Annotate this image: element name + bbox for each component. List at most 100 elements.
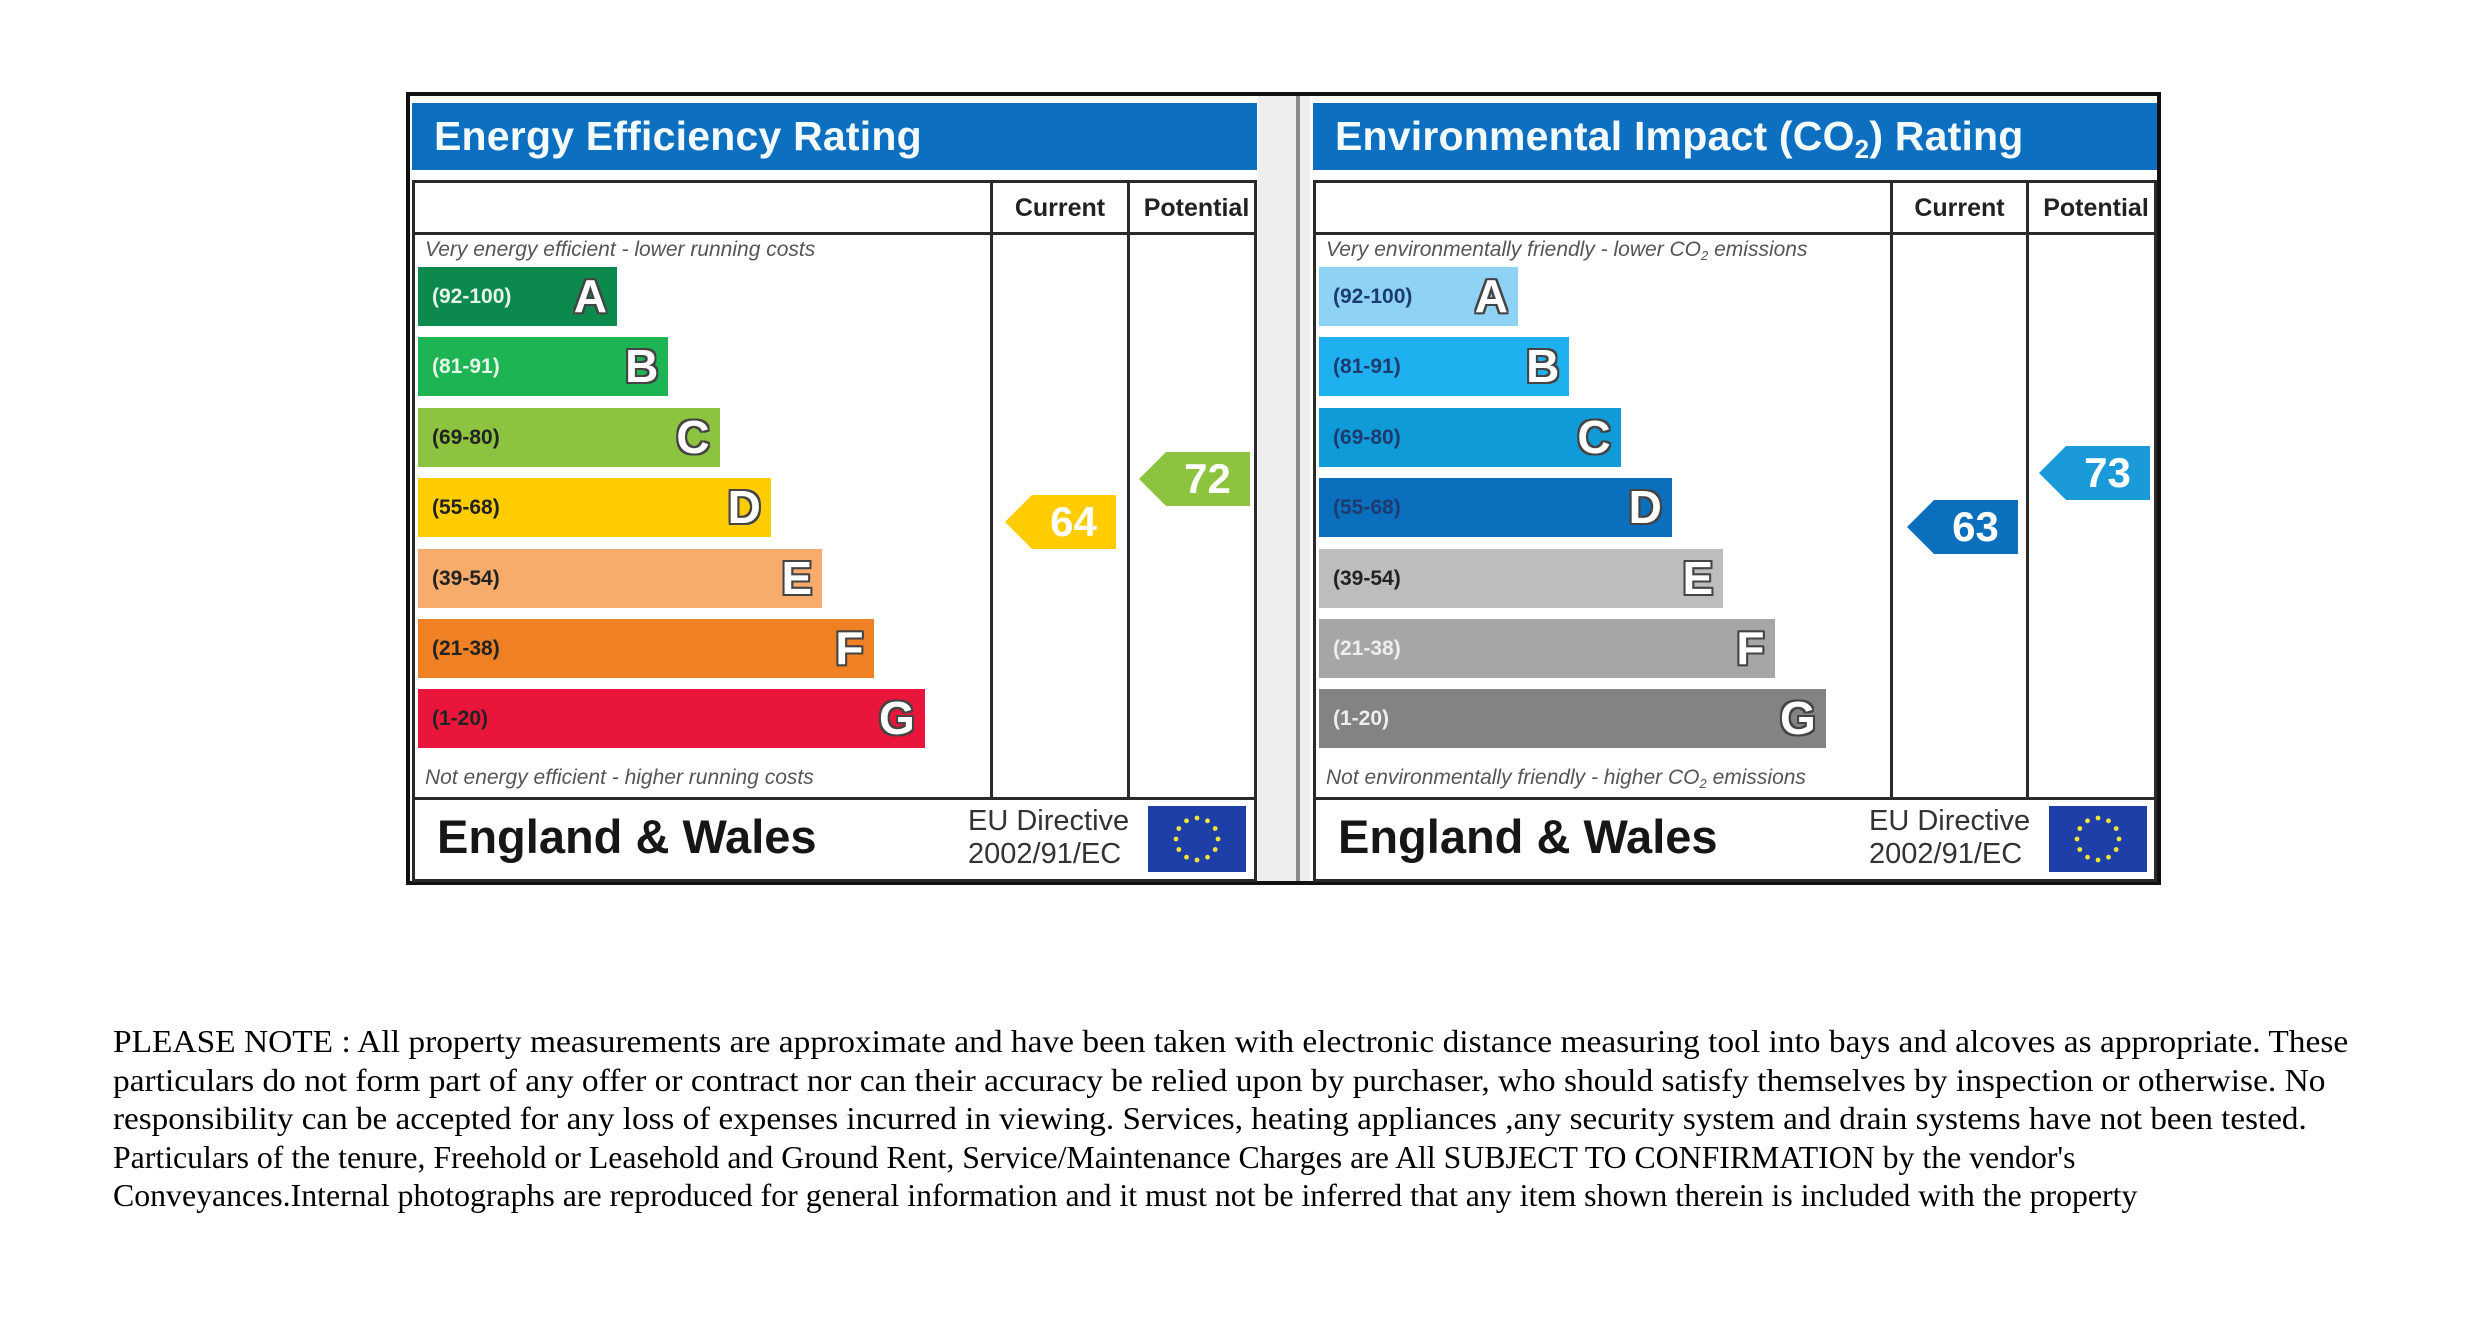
eu-star-icon: [2085, 818, 2090, 824]
column-header-current: Current: [1914, 194, 2005, 222]
bottom-caption-text: Not environmentally friendly - higher CO: [1326, 766, 1700, 789]
column-header-potential: Potential: [1143, 194, 1250, 222]
potential-rating-arrow: 73: [2039, 446, 2150, 501]
eu-star-icon: [2113, 847, 2119, 852]
eu-flag-icon: [1148, 806, 1246, 872]
rating-band-g: (1-20) G: [1319, 689, 1826, 749]
eu-star-icon: [1176, 826, 1182, 831]
bottom-caption-suffix: emissions: [1706, 766, 1806, 789]
potential-rating-value: 73: [2084, 449, 2131, 497]
arrow-fill: [1005, 494, 1116, 549]
band-range-label: (81-91): [1333, 355, 1401, 379]
eu-flag-icon: [2049, 806, 2147, 872]
eu-star-icon: [2074, 836, 2080, 842]
panel-title-text: Energy Efficiency Rating: [434, 113, 922, 159]
band-range-label: (21-38): [1333, 637, 1401, 660]
top-caption-suffix: emissions: [1708, 238, 1808, 261]
eu-star-icon: [2106, 818, 2111, 824]
bottom-caption: Not energy efficient - higher running co…: [425, 766, 814, 789]
rating-band-f: (21-38) F: [418, 619, 874, 678]
eu-star-icon: [2085, 854, 2090, 860]
arrow-fill: [1139, 452, 1250, 507]
note-line: Conveyances.Internal photographs are rep…: [113, 1177, 2138, 1214]
column-divider: [1890, 183, 1893, 798]
top-caption: Very energy efficient - lower running co…: [425, 238, 816, 261]
rating-band-e: (39-54) E: [418, 548, 823, 608]
band-letter: D: [1628, 481, 1662, 534]
band-letter: G: [1780, 692, 1816, 745]
column-divider: [990, 183, 993, 798]
eu-star-icon: [1212, 826, 1218, 831]
footer-divider: [1316, 797, 2154, 800]
region-label: England & Wales: [1338, 810, 1718, 863]
band-letter: F: [1736, 622, 1765, 674]
note-line: particulars do not form part of any offe…: [113, 1061, 2326, 1098]
arrow-shape: [1005, 494, 1116, 549]
rating-band-c: (69-80) C: [418, 407, 720, 467]
column-header-potential: Potential: [2043, 194, 2149, 222]
panel-title-suffix: ) Rating: [1869, 113, 2024, 159]
column-divider: [2026, 183, 2029, 798]
band-range-label: (1-20): [1333, 707, 1390, 731]
arrow-fill: [1907, 499, 2018, 554]
arrow-fill: [2039, 446, 2150, 501]
band-letter: A: [1474, 270, 1508, 322]
eu-directive-line1: EU Directive: [1869, 805, 2031, 837]
panel-title-subscript: 2: [1854, 134, 1870, 164]
rating-band-a: (92-100) A: [1319, 267, 1518, 326]
band-letter: E: [781, 551, 813, 604]
eu-flag-graphic: [2074, 815, 2122, 863]
band-range-label: (92-100): [432, 285, 512, 308]
region-label: England & Wales: [437, 810, 817, 863]
eu-star-icon: [1194, 815, 1200, 821]
note-line: responsibility can be accepted for any l…: [113, 1100, 2307, 1137]
band-range-label: (55-68): [1333, 496, 1401, 520]
eu-directive-text: EU Directive 2002/91/EC: [968, 805, 1129, 871]
band-letter: F: [835, 622, 864, 674]
band-letter: D: [727, 481, 761, 534]
band-letter: A: [573, 270, 607, 322]
band-letter: B: [1526, 340, 1560, 393]
rating-band-e: (39-54) E: [1319, 548, 1724, 608]
rating-band-a: (92-100) A: [418, 267, 617, 326]
band-range-label: (69-80): [1333, 425, 1401, 449]
eu-flag-graphic: [1173, 815, 1221, 863]
band-range-label: (55-68): [432, 496, 500, 520]
eu-star-icon: [1184, 854, 1189, 860]
rating-band-d: (55-68) D: [418, 478, 771, 538]
eu-star-icon: [1212, 847, 1218, 852]
column-divider: [1127, 183, 1130, 798]
footer-divider: [415, 797, 1254, 800]
energy-efficiency-panel: Energy Efficiency Rating Current Potenti…: [406, 96, 1261, 882]
eu-star-icon: [1184, 818, 1189, 824]
rating-band-g: (1-20) G: [418, 689, 925, 749]
band-range-label: (21-38): [432, 637, 500, 660]
eu-star-icon: [1176, 847, 1182, 852]
eu-star-icon: [2077, 847, 2083, 852]
eu-star-icon: [2095, 857, 2101, 863]
arrow-shape: [1907, 499, 2018, 554]
band-range-label: (1-20): [432, 707, 489, 731]
rating-table: Current Potential Very environmentally f…: [1313, 180, 2157, 882]
band-range-label: (39-54): [432, 566, 500, 590]
eu-directive-line1: EU Directive: [968, 805, 1130, 837]
eu-star-icon: [1205, 854, 1210, 860]
rating-band-b: (81-91) B: [418, 337, 669, 397]
band-range-label: (81-91): [432, 355, 500, 379]
eu-star-icon: [1194, 857, 1200, 863]
eu-star-icon: [1205, 818, 1210, 824]
panel-title: Energy Efficiency Rating: [412, 103, 1257, 170]
header-divider: [1316, 232, 2154, 235]
disclaimer-note: PLEASE NOTE : All property measurements …: [113, 1022, 2348, 1215]
current-rating-arrow: 64: [1005, 494, 1116, 549]
eu-star-icon: [1215, 836, 1221, 842]
top-caption-text: Very environmentally friendly - lower CO: [1326, 238, 1702, 261]
header-divider: [415, 232, 1254, 235]
band-range-label: (92-100): [1333, 285, 1413, 308]
eu-directive-line2: 2002/91/EC: [1869, 838, 2023, 870]
top-caption-subscript: 2: [1701, 248, 1709, 263]
rating-band-c: (69-80) C: [1319, 407, 1621, 467]
band-letter: G: [879, 692, 915, 745]
environmental-impact-panel: Environmental Impact (CO2) Rating Curren…: [1307, 96, 2161, 882]
eu-star-icon: [2077, 826, 2083, 831]
